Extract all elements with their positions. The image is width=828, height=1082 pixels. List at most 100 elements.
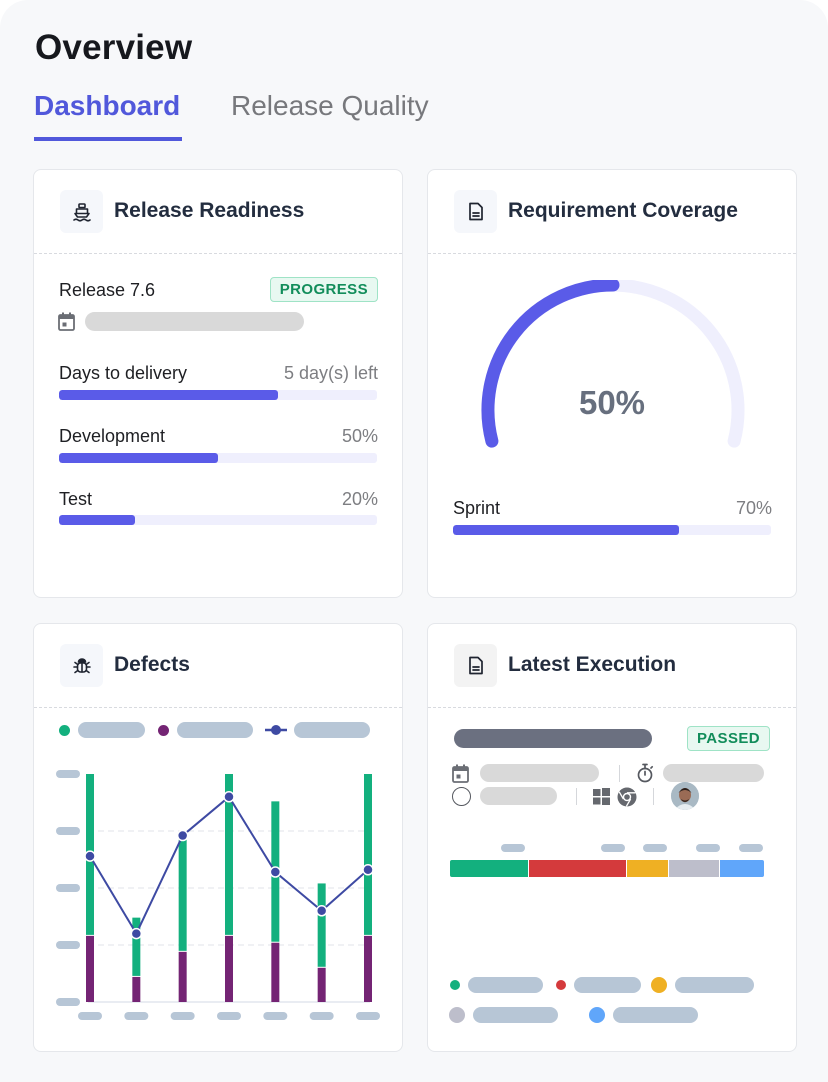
gauge-fill [481,280,620,448]
line-point [84,850,96,862]
legend-label-placeholder [574,977,641,993]
date-placeholder [480,764,599,782]
status-badge: PROGRESS [269,277,378,302]
windows-icon [593,788,610,810]
line-point [362,864,374,876]
divider [653,788,654,805]
avatar[interactable] [671,782,699,810]
legend-dot-failed [556,980,566,990]
divider [619,765,620,782]
card-header: Defects [34,624,402,708]
progress-fill [59,515,136,525]
progress-fill [453,525,679,535]
legend-dot-purple [158,725,169,736]
divider [576,788,577,805]
legend-dot-blocked [651,977,667,993]
y-tick-label-placeholder [56,998,80,1006]
card-title: Requirement Coverage [508,199,738,222]
legend-label-placeholder [177,722,253,738]
legend-line-marker-icon [265,725,287,735]
bar-segment [225,774,233,935]
legend-dot-passed [450,980,460,990]
progress-fill [59,453,218,463]
result-segment [450,860,529,877]
segment-label-placeholder [601,844,625,852]
progress-bar [59,390,377,400]
bug-icon [60,644,103,687]
line-point [223,791,235,803]
row-value: 50% [341,426,378,446]
x-tick-label-placeholder [217,1012,241,1020]
document-icon [454,644,497,687]
x-tick-label-placeholder [78,1012,102,1020]
bar-segment [86,935,94,1002]
row-label: Development [59,426,166,446]
legend-dot-green [59,725,70,736]
line-point [315,905,328,917]
result-segment [720,860,764,877]
x-tick-label-placeholder [263,1012,288,1020]
circle-status-icon [452,787,471,806]
gauge-value: 50% [578,384,646,421]
calendar-icon [58,312,75,336]
progress-bar [59,515,377,525]
row-label: Test [59,489,93,509]
line-point [130,927,143,940]
card-header: Release Readiness [34,170,402,254]
bar-segment [271,942,280,1002]
x-tick-label-placeholder [309,1012,334,1020]
progress-bar [59,453,377,463]
result-segment [668,860,720,877]
bar-segment [178,951,187,1002]
segment-label-placeholder [739,844,763,852]
latest-execution-card: Latest Execution PASSED [427,623,797,1052]
card-header: Latest Execution [428,624,796,708]
bar-segment [178,833,187,951]
y-tick-label-placeholder [56,884,80,892]
bar-segment [364,935,372,1002]
chrome-icon [617,787,637,812]
row-label: Sprint [453,498,501,518]
bar-segment [317,967,326,1002]
line-point [176,829,189,842]
execution-name-placeholder[interactable] [454,729,652,748]
x-tick-label-placeholder [124,1012,149,1020]
status-badge: PASSED [687,726,770,751]
result-segment [627,860,668,877]
card-title: Release Readiness [114,199,305,222]
legend-label-placeholder [468,977,543,993]
y-tick-label-placeholder [56,827,80,835]
bar-segment [132,917,141,976]
defects-chart [56,770,380,1020]
progress-bar [453,525,771,535]
y-tick-label-placeholder [56,770,80,778]
bar-segment [317,883,326,967]
duration-placeholder [663,764,764,782]
legend-label-placeholder [78,722,145,738]
card-title: Latest Execution [508,653,677,676]
legend-dot-not-run [449,1007,465,1023]
x-tick-label-placeholder [356,1012,380,1020]
tab-release-quality[interactable]: Release Quality [231,90,429,121]
segment-label-placeholder [696,844,720,852]
legend-label-placeholder [675,977,754,993]
release-readiness-card: Release Readiness Release 7.6 PROGRESS D… [33,169,403,598]
requirement-coverage-card: Requirement Coverage 50% Sprint 70% [427,169,797,598]
row-value: 5 day(s) left [283,363,378,383]
date-placeholder [85,312,304,331]
environment-placeholder [480,787,557,805]
stopwatch-icon [636,763,654,788]
execution-result-bar [450,860,767,877]
progress-fill [59,390,279,400]
tab-dashboard[interactable]: Dashboard [34,90,181,121]
defects-card: Defects [33,623,403,1052]
card-header: Requirement Coverage [428,170,796,254]
legend-label-placeholder [473,1007,558,1023]
bar-segment [132,976,141,1002]
bar-segment [225,935,233,1002]
active-tab-indicator [34,137,182,141]
legend-label-placeholder [294,722,370,738]
row-value: 70% [735,498,772,518]
legend-dot-in-progress [589,1007,605,1023]
